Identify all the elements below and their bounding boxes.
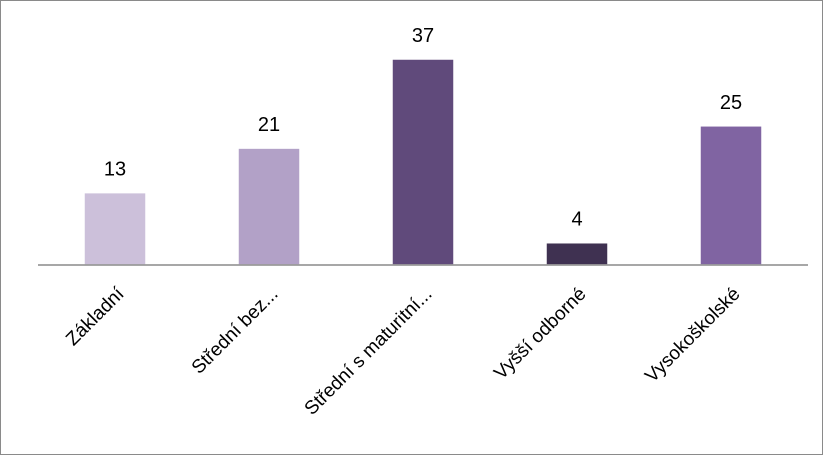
category-label-1: Základní: [62, 283, 129, 350]
value-label-2: 21: [258, 114, 280, 136]
value-label-4: 4: [571, 209, 582, 231]
bar-4: [545, 241, 609, 266]
value-label-5: 25: [720, 92, 742, 114]
bar-2: [237, 147, 301, 266]
bar-3: [391, 58, 455, 266]
category-label-5: Vysokoškolské: [641, 284, 744, 387]
category-labels-group: Základní Střední bez... Střední s maturitn…: [62, 283, 744, 419]
category-label-3: Střední s maturitní...: [301, 284, 437, 420]
category-label-4: Vyšší odborné: [490, 284, 590, 384]
bars-group: [83, 58, 763, 266]
bar-1: [83, 191, 147, 266]
category-label-2: Střední bez...: [188, 284, 283, 379]
value-label-1: 13: [104, 159, 126, 181]
value-labels-group: 13 21 37 4 25: [104, 25, 742, 231]
value-label-3: 37: [412, 25, 434, 47]
bar-5: [699, 125, 763, 266]
